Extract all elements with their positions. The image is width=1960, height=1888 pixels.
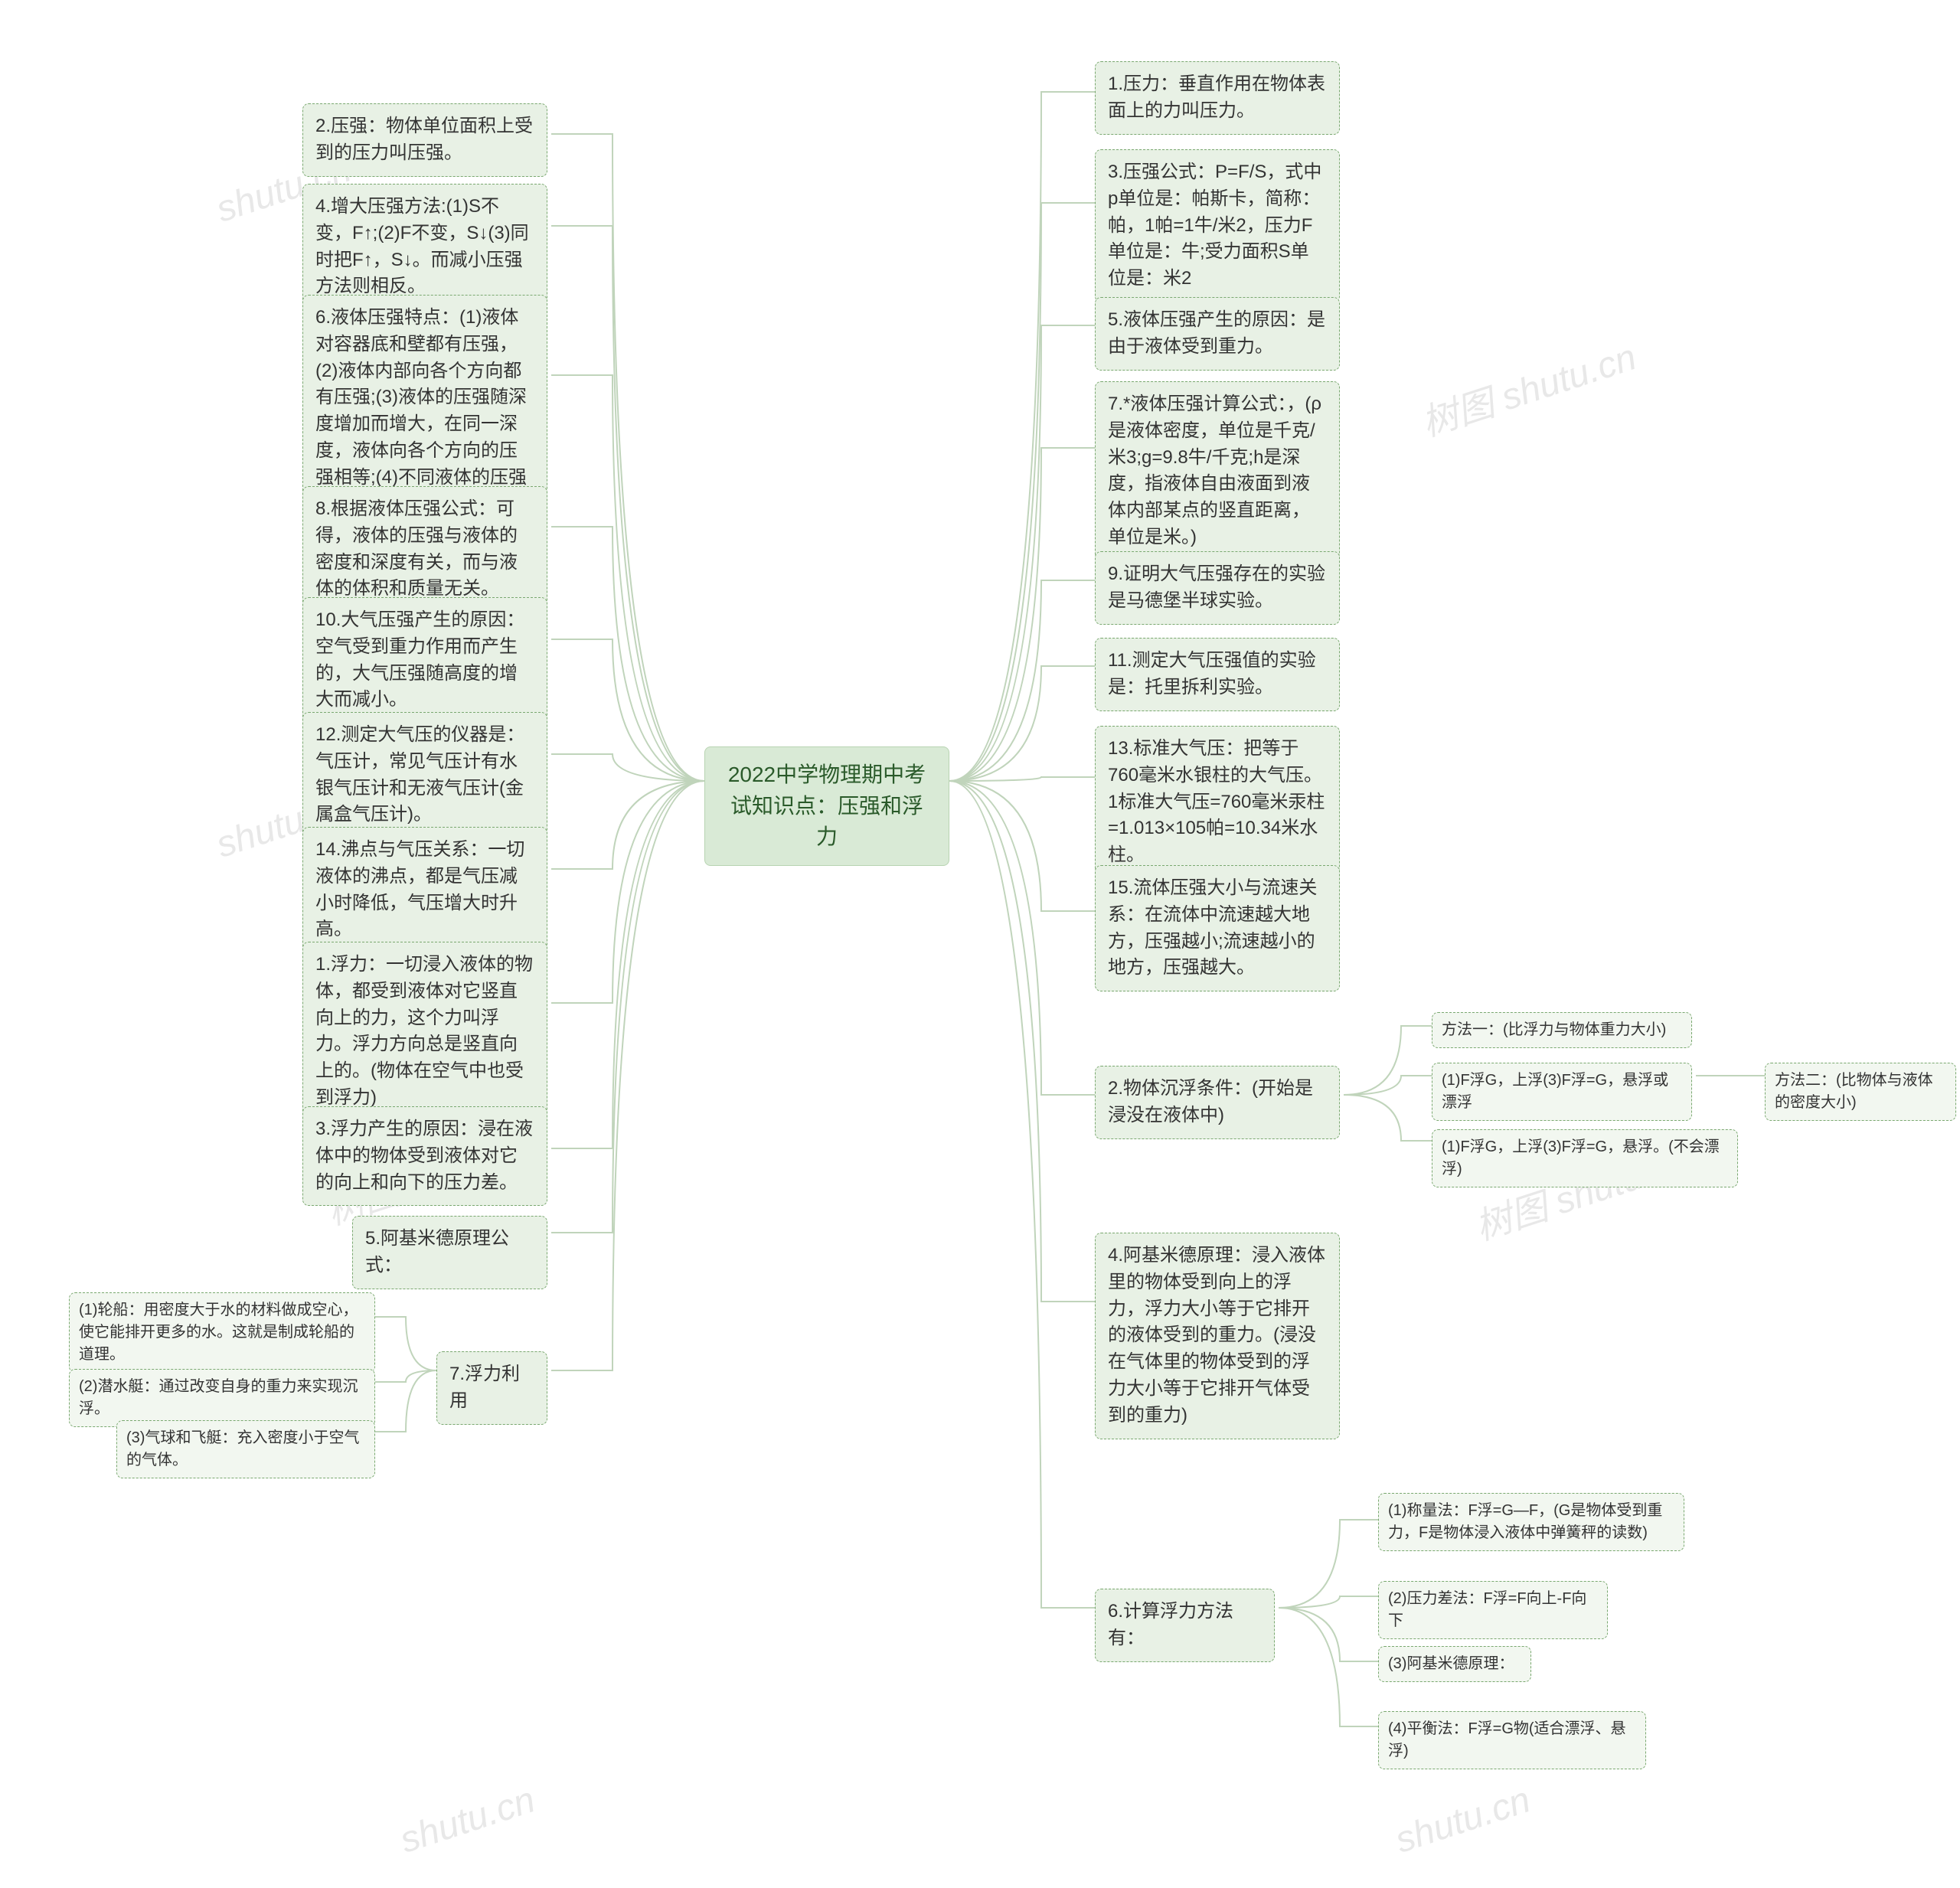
sub-f7-2: (2)潜水艇：通过改变自身的重力来实现沉浮。 — [69, 1369, 375, 1427]
left-node-8: 8.根据液体压强公式：可得，液体的压强与液体的密度和深度有关，而与液体的体积和质… — [302, 486, 547, 612]
left-node-f7: 7.浮力利用 — [436, 1351, 547, 1425]
right-node-5: 5.液体压强产生的原因：是由于液体受到重力。 — [1095, 297, 1340, 371]
right-node-f2: 2.物体沉浮条件：(开始是浸没在液体中) — [1095, 1066, 1340, 1139]
sub-f6-2: (2)压力差法：F浮=F向上-F向下 — [1378, 1581, 1608, 1639]
right-node-15: 15.流体压强大小与流速关系：在流体中流速越大地方，压强越小;流速越小的地方，压… — [1095, 865, 1340, 991]
sub-f2-m1-1: (1)F浮G，上浮(3)F浮=G，悬浮或漂浮 — [1432, 1063, 1692, 1121]
left-node-2: 2.压强：物体单位面积上受到的压力叫压强。 — [302, 103, 547, 177]
sub-f6-4: (4)平衡法：F浮=G物(适合漂浮、悬浮) — [1378, 1711, 1646, 1769]
right-node-11: 11.测定大气压强值的实验是：托里拆利实验。 — [1095, 638, 1340, 711]
sub-f7-3: (3)气球和飞艇：充入密度小于空气的气体。 — [116, 1420, 375, 1478]
sub-f2-m1: 方法一：(比浮力与物体重力大小) — [1432, 1012, 1692, 1048]
right-node-f4: 4.阿基米德原理：浸入液体里的物体受到向上的浮力，浮力大小等于它排开的液体受到的… — [1095, 1233, 1340, 1439]
left-node-14: 14.沸点与气压关系：一切液体的沸点，都是气压减小时降低，气压增大时升高。 — [302, 827, 547, 953]
right-node-3: 3.压强公式：P=F/S，式中p单位是：帕斯卡，简称：帕，1帕=1牛/米2，压力… — [1095, 149, 1340, 302]
sub-f6-1: (1)称量法：F浮=G—F，(G是物体受到重力，F是物体浸入液体中弹簧秤的读数) — [1378, 1493, 1684, 1551]
watermark: shutu.cn — [395, 1779, 541, 1861]
left-node-10: 10.大气压强产生的原因：空气受到重力作用而产生的，大气压强随高度的增大而减小。 — [302, 597, 547, 724]
left-node-12: 12.测定大气压的仪器是：气压计，常见气压计有水银气压计和无液气压计(金属盒气压… — [302, 712, 547, 838]
sub-f7-1: (1)轮船：用密度大于水的材料做成空心，使它能排开更多的水。这就是制成轮船的道理… — [69, 1292, 375, 1373]
watermark: 树图 shutu.cn — [1413, 327, 1642, 446]
center-title: 2022中学物理期中考试知识点：压强和浮力 — [728, 763, 926, 848]
right-node-f6: 6.计算浮力方法有： — [1095, 1589, 1275, 1662]
left-node-f5: 5.阿基米德原理公式： — [352, 1216, 547, 1289]
mindmap-connectors — [0, 0, 1960, 1888]
left-node-f1: 1.浮力：一切浸入液体的物体，都受到液体对它竖直向上的力，这个力叫浮力。浮力方向… — [302, 942, 547, 1122]
sub-f6-3: (3)阿基米德原理： — [1378, 1646, 1531, 1682]
right-node-1: 1.压力：垂直作用在物体表面上的力叫压力。 — [1095, 61, 1340, 135]
sub-f2-m2-1: (1)F浮G，上浮(3)F浮=G，悬浮。(不会漂浮) — [1432, 1129, 1738, 1187]
left-node-f3: 3.浮力产生的原因：浸在液体中的物体受到液体对它的向上和向下的压力差。 — [302, 1106, 547, 1206]
center-node: 2022中学物理期中考试知识点：压强和浮力 — [704, 746, 949, 866]
sub-f2-m2: 方法二：(比物体与液体的密度大小) — [1765, 1063, 1956, 1121]
left-node-4: 4.增大压强方法:(1)S不变，F↑;(2)F不变，S↓(3)同时把F↑，S↓。… — [302, 184, 547, 310]
right-node-7: 7.*液体压强计算公式：，(ρ是液体密度，单位是千克/米3;g=9.8牛/千克;… — [1095, 381, 1340, 561]
right-node-9: 9.证明大气压强存在的实验是马德堡半球实验。 — [1095, 551, 1340, 625]
watermark: shutu.cn — [1390, 1779, 1536, 1861]
right-node-13: 13.标准大气压：把等于760毫米水银柱的大气压。1标准大气压=760毫米汞柱=… — [1095, 726, 1340, 879]
